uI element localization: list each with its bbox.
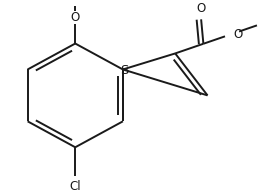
Text: O: O bbox=[196, 2, 206, 15]
Text: S: S bbox=[120, 64, 128, 77]
Text: O: O bbox=[71, 11, 80, 24]
Text: Cl: Cl bbox=[69, 180, 81, 193]
Text: O: O bbox=[233, 27, 243, 41]
